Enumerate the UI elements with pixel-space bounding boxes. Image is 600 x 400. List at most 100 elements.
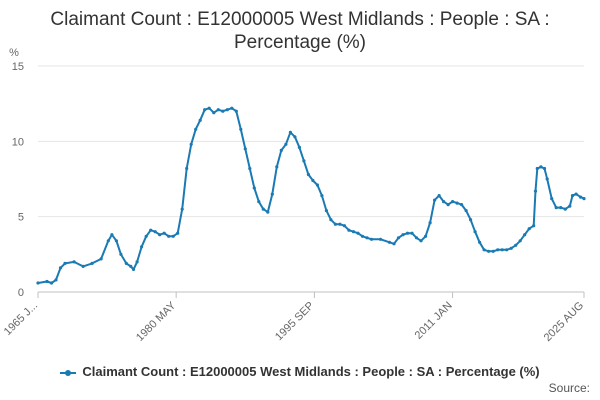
data-point[interactable] <box>162 231 166 235</box>
data-point[interactable] <box>275 165 279 169</box>
data-point[interactable] <box>333 222 337 226</box>
data-point[interactable] <box>563 207 567 211</box>
data-point[interactable] <box>401 233 405 237</box>
data-point[interactable] <box>351 230 356 234</box>
data-point[interactable] <box>500 248 504 252</box>
data-point[interactable] <box>270 192 274 196</box>
data-point[interactable] <box>491 249 495 253</box>
data-point[interactable] <box>225 108 229 112</box>
data-point[interactable] <box>114 239 118 243</box>
data-point[interactable] <box>302 159 306 163</box>
data-point[interactable] <box>221 109 225 113</box>
data-point[interactable] <box>153 230 157 234</box>
data-point[interactable] <box>248 166 252 171</box>
data-point[interactable] <box>167 234 171 238</box>
data-point[interactable] <box>63 261 67 265</box>
data-point[interactable] <box>81 264 85 268</box>
data-point[interactable] <box>110 233 114 237</box>
data-point[interactable] <box>320 194 324 198</box>
data-point[interactable] <box>478 240 482 244</box>
data-point[interactable] <box>297 145 301 149</box>
data-point[interactable] <box>545 177 549 181</box>
data-point[interactable] <box>570 194 575 198</box>
data-point[interactable] <box>119 252 123 256</box>
data-point[interactable] <box>579 195 583 199</box>
data-point[interactable] <box>129 264 133 268</box>
data-point[interactable] <box>554 206 558 210</box>
data-point[interactable] <box>54 278 58 282</box>
data-point[interactable] <box>131 267 136 271</box>
data-point[interactable] <box>464 209 468 213</box>
data-point[interactable] <box>338 222 342 226</box>
data-point[interactable] <box>505 248 509 252</box>
data-point[interactable] <box>135 260 139 264</box>
data-point[interactable] <box>527 227 531 231</box>
data-point[interactable] <box>392 242 396 246</box>
data-point[interactable] <box>243 147 247 151</box>
data-point[interactable] <box>396 236 401 240</box>
data-point[interactable] <box>469 218 473 222</box>
data-point[interactable] <box>535 166 539 171</box>
data-point[interactable] <box>550 197 554 201</box>
data-point[interactable] <box>230 106 234 110</box>
data-point[interactable] <box>284 142 288 146</box>
data-point[interactable] <box>387 240 392 244</box>
data-point[interactable] <box>311 178 315 183</box>
data-point[interactable] <box>124 261 128 265</box>
data-point[interactable] <box>257 200 261 204</box>
data-point[interactable] <box>568 204 572 208</box>
data-point[interactable] <box>356 231 360 235</box>
data-point[interactable] <box>158 233 162 237</box>
data-point[interactable] <box>496 248 500 252</box>
data-point[interactable] <box>293 135 297 139</box>
data-point[interactable] <box>198 118 202 122</box>
data-point[interactable] <box>347 228 351 232</box>
data-point[interactable] <box>532 224 536 228</box>
data-point[interactable] <box>378 237 383 241</box>
data-point[interactable] <box>419 239 423 243</box>
data-point[interactable] <box>473 230 477 234</box>
data-point[interactable] <box>360 234 365 238</box>
data-point[interactable] <box>451 200 455 204</box>
data-point[interactable] <box>58 266 63 270</box>
data-point[interactable] <box>365 236 369 240</box>
data-point[interactable] <box>582 197 586 201</box>
legend[interactable]: Claimant Count : E12000005 West Midlands… <box>0 364 600 379</box>
data-point[interactable] <box>171 234 175 238</box>
data-point[interactable] <box>99 257 103 261</box>
data-point[interactable] <box>518 239 522 243</box>
data-point[interactable] <box>207 106 211 110</box>
data-point[interactable] <box>574 192 578 196</box>
data-point[interactable] <box>414 236 419 240</box>
data-point[interactable] <box>234 109 238 113</box>
data-point[interactable] <box>509 246 513 250</box>
data-point[interactable] <box>482 248 486 252</box>
data-point[interactable] <box>189 142 193 146</box>
data-point[interactable] <box>149 228 153 232</box>
data-point[interactable] <box>442 200 446 204</box>
data-point[interactable] <box>36 281 40 285</box>
data-point[interactable] <box>90 261 94 265</box>
data-point[interactable] <box>288 130 292 134</box>
data-point[interactable] <box>455 201 459 205</box>
data-point[interactable] <box>144 234 148 238</box>
data-point[interactable] <box>140 245 144 249</box>
data-point[interactable] <box>559 206 563 210</box>
data-point[interactable] <box>405 231 410 235</box>
data-point[interactable] <box>72 260 76 264</box>
data-point[interactable] <box>342 224 346 228</box>
data-point[interactable] <box>446 203 450 207</box>
data-point[interactable] <box>542 166 547 171</box>
data-point[interactable] <box>487 249 491 253</box>
data-point[interactable] <box>261 207 265 211</box>
series-line-0[interactable] <box>37 107 585 284</box>
data-point[interactable] <box>216 108 220 112</box>
data-point[interactable] <box>106 239 110 243</box>
data-point[interactable] <box>523 233 527 237</box>
data-point[interactable] <box>212 111 216 115</box>
data-point[interactable] <box>49 281 54 285</box>
data-point[interactable] <box>533 189 538 193</box>
data-point[interactable] <box>369 237 374 241</box>
data-point[interactable] <box>194 127 198 131</box>
data-point[interactable] <box>329 218 333 222</box>
